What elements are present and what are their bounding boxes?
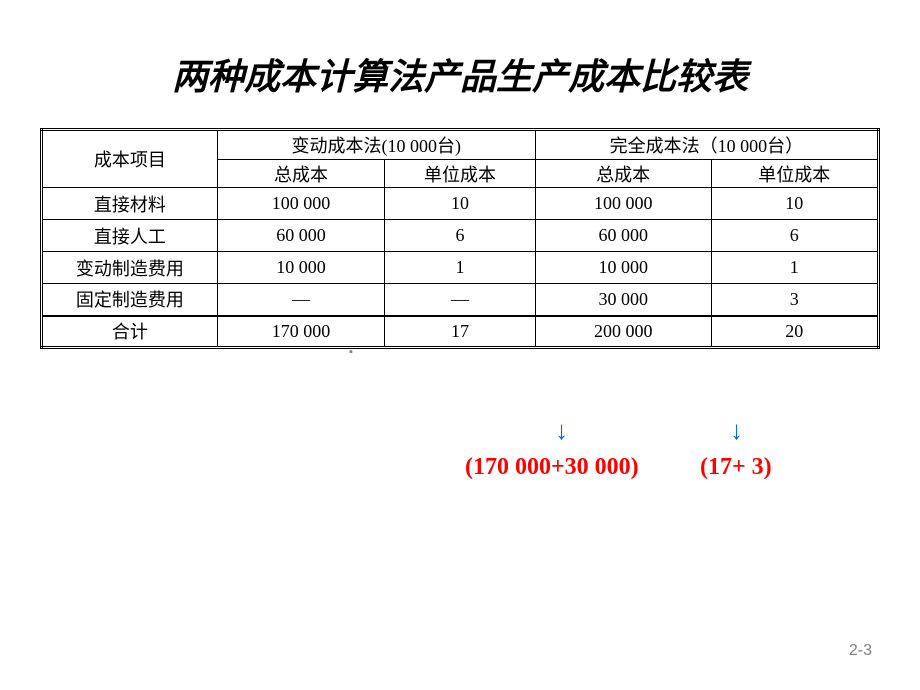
cell: 170 000 — [217, 316, 384, 348]
col-group1: 变动成本法(10 000台) — [217, 130, 535, 160]
formula-1: (170 000+30 000) — [465, 454, 639, 481]
cell: 100 000 — [217, 188, 384, 220]
col-item: 成本项目 — [42, 130, 218, 188]
cell: — — [217, 284, 384, 316]
cell: 100 000 — [535, 188, 711, 220]
cell: 60 000 — [217, 220, 384, 252]
page-number: 2-3 — [849, 642, 872, 660]
col-group2: 完全成本法（10 000台） — [535, 130, 878, 160]
table-row: 变动制造费用10 000110 0001 — [42, 252, 879, 284]
cell: 10 — [385, 188, 536, 220]
col-total-1: 总成本 — [217, 160, 384, 188]
arrow-icon: ↓ — [730, 415, 743, 446]
cell: 10 000 — [535, 252, 711, 284]
cell: 合计 — [42, 316, 218, 348]
cell: 30 000 — [535, 284, 711, 316]
comparison-table: 成本项目 变动成本法(10 000台) 完全成本法（10 000台） 总成本 单… — [40, 128, 880, 349]
cell: 6 — [711, 220, 878, 252]
cell: 20 — [711, 316, 878, 348]
bullet-mark: ▪ — [349, 346, 353, 358]
cell: 3 — [711, 284, 878, 316]
cell: 直接材料 — [42, 188, 218, 220]
table-row: 直接人工60 000660 0006 — [42, 220, 879, 252]
cell: 变动制造费用 — [42, 252, 218, 284]
table-body: 直接材料100 00010100 00010直接人工60 000660 0006… — [42, 188, 879, 348]
table-row: 直接材料100 00010100 00010 — [42, 188, 879, 220]
arrow-icon: ↓ — [555, 415, 568, 446]
cell: 17 — [385, 316, 536, 348]
col-unit-2: 单位成本 — [711, 160, 878, 188]
comparison-table-container: 成本项目 变动成本法(10 000台) 完全成本法（10 000台） 总成本 单… — [40, 128, 880, 349]
cell: 1 — [385, 252, 536, 284]
cell: 10 — [711, 188, 878, 220]
table-row: 合计170 00017200 00020 — [42, 316, 879, 348]
cell: 10 000 — [217, 252, 384, 284]
table-row: 固定制造费用——30 0003 — [42, 284, 879, 316]
col-total-2: 总成本 — [535, 160, 711, 188]
cell: 固定制造费用 — [42, 284, 218, 316]
cell: 1 — [711, 252, 878, 284]
cell: 200 000 — [535, 316, 711, 348]
cell: 6 — [385, 220, 536, 252]
cell: 60 000 — [535, 220, 711, 252]
page-title: 两种成本计算法产品生产成本比较表 — [0, 0, 920, 128]
formula-2: (17+ 3) — [700, 454, 772, 481]
cell: 直接人工 — [42, 220, 218, 252]
col-unit-1: 单位成本 — [385, 160, 536, 188]
cell: — — [385, 284, 536, 316]
